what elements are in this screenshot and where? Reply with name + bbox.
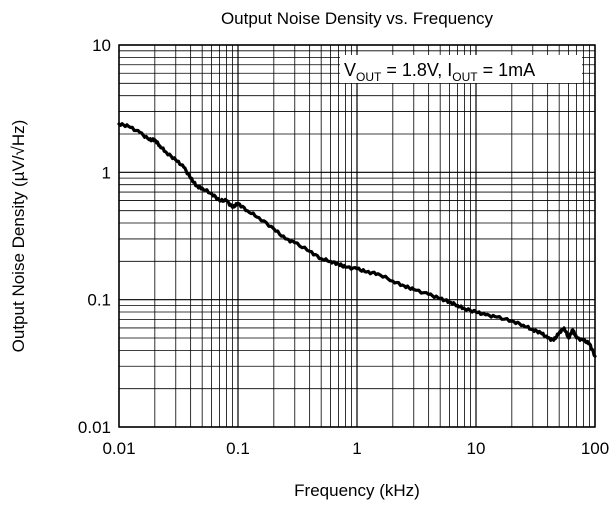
i-subscript: OUT: [452, 70, 478, 84]
annotation-background: [340, 55, 582, 83]
x-tick-label: 1: [352, 439, 361, 458]
y-tick-labels: 0.01 0.1 1 10: [78, 36, 111, 437]
noise-density-series: [117, 122, 597, 358]
x-tick-labels: 0.01 0.1 1 10 100: [102, 439, 609, 458]
x-tick-label: 0.01: [102, 439, 135, 458]
y-tick-label: 0.01: [78, 418, 111, 437]
y-axis-label: Output Noise Density (µV/√Hz): [9, 120, 28, 353]
i-rest: = 1mA: [478, 60, 536, 80]
chart-title: Output Noise Density vs. Frequency: [221, 9, 494, 28]
plot-frame: [118, 44, 596, 428]
y-tick-label: 0.1: [87, 291, 111, 310]
v-symbol: V: [344, 60, 356, 80]
conditions-annotation: VOUT = 1.8V, IOUT = 1mA: [344, 60, 535, 84]
x-tick-label: 0.1: [226, 439, 250, 458]
series-layer: [117, 122, 597, 358]
v-rest: = 1.8V, I: [381, 60, 452, 80]
v-subscript: OUT: [356, 70, 382, 84]
x-axis-label: Frequency (kHz): [294, 481, 420, 500]
x-tick-label: 100: [581, 439, 609, 458]
x-tick-label: 10: [467, 439, 486, 458]
y-tick-label: 10: [92, 36, 111, 55]
y-tick-label: 1: [102, 163, 111, 182]
